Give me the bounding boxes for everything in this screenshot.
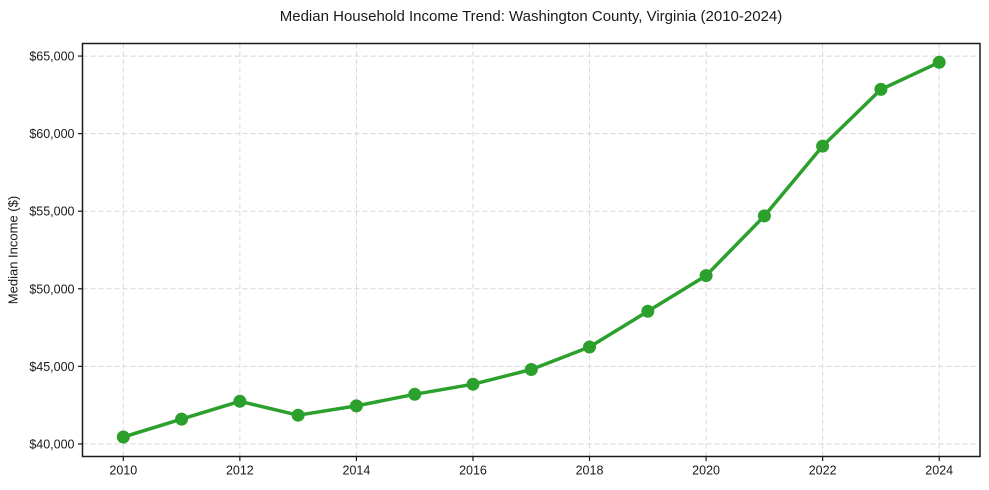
x-tick-label: 2020 <box>692 464 720 478</box>
x-tick-label: 2024 <box>925 464 953 478</box>
data-point-2011 <box>175 412 189 426</box>
y-tick-label: $50,000 <box>29 282 74 296</box>
data-point-2022 <box>816 139 830 153</box>
data-point-2014 <box>349 399 363 413</box>
data-point-2016 <box>466 377 480 391</box>
data-point-2019 <box>641 304 655 318</box>
data-point-2023 <box>874 82 888 96</box>
data-point-2017 <box>524 363 538 376</box>
data-point-2018 <box>583 340 596 354</box>
series-line <box>121 60 941 439</box>
chart-title: Median Household Income Trend: Washingto… <box>279 8 783 25</box>
x-tick-label: 2014 <box>343 464 371 478</box>
data-point-2013 <box>291 408 305 422</box>
data-point-2024 <box>932 55 946 69</box>
data-point-2021 <box>757 209 771 223</box>
y-tick-label: $45,000 <box>29 360 74 374</box>
data-point-2012 <box>233 394 247 408</box>
x-tick-label: 2010 <box>109 464 137 478</box>
data-point-2020 <box>699 269 713 283</box>
axes-box <box>81 42 981 458</box>
x-tick-label: 2018 <box>576 464 604 478</box>
y-tick-label: $40,000 <box>29 437 74 451</box>
data-point-2015 <box>408 387 422 401</box>
x-tick-label: 2012 <box>226 464 254 478</box>
x-tick-label: 2022 <box>809 464 837 478</box>
series-markers <box>116 55 946 444</box>
data-point-2010 <box>116 430 130 444</box>
y-tick-label: $65,000 <box>29 50 74 64</box>
tick-marks <box>78 55 940 461</box>
x-tick-label: 2016 <box>459 464 487 478</box>
y-tick-label: $60,000 <box>29 127 74 141</box>
y-axis-label: Median Income ($) <box>5 195 21 305</box>
gridlines <box>82 43 980 457</box>
tick-labels: 2010 2012 2014 2016 2018 2020 2022 2024 $40,000 $… <box>29 50 953 478</box>
y-tick-label: $55,000 <box>29 205 74 219</box>
